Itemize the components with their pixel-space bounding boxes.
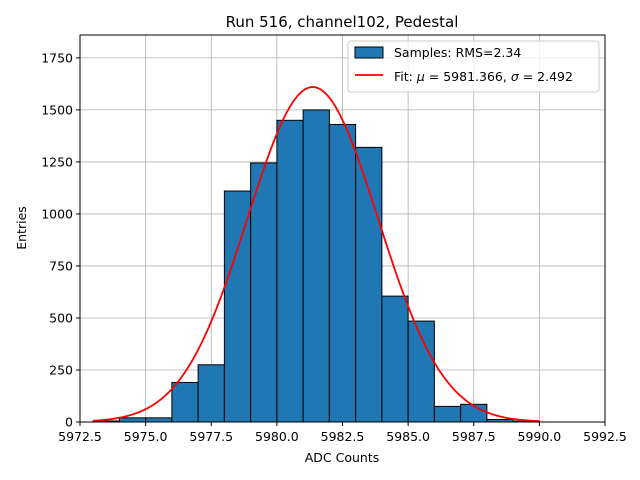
y-axis-ticks: 0 250 500 750 1000 1250 1500 1750 bbox=[41, 50, 80, 430]
legend-fit-mu-value: = 5981.366, bbox=[425, 69, 511, 84]
legend-fit-sigma-value: = 2.492 bbox=[519, 69, 573, 84]
histogram-bar bbox=[302, 109, 330, 423]
legend-samples-label: Samples: RMS=2.34 bbox=[394, 45, 521, 60]
fit-curve-group bbox=[93, 86, 540, 423]
legend: Samples: RMS=2.34 Fit: μ = 5981.366, σ =… bbox=[347, 40, 600, 93]
legend-fit-mu-symbol: μ bbox=[416, 69, 425, 84]
histogram-bar bbox=[355, 146, 383, 423]
x-tick-label: 5987.5 bbox=[452, 429, 496, 444]
x-tick-label: 5992.5 bbox=[583, 429, 627, 444]
x-tick-label: 5977.5 bbox=[189, 429, 233, 444]
histogram-bar bbox=[433, 405, 462, 423]
y-axis-label: Entries bbox=[14, 206, 29, 250]
y-tick-label: 0 bbox=[65, 415, 73, 430]
x-axis-ticks: 5972.5 5975.0 5977.5 5980.0 5982.5 5985.0 5987… bbox=[58, 422, 627, 444]
y-tick-label: 500 bbox=[49, 310, 73, 325]
histogram-bar bbox=[276, 119, 304, 423]
histogram-bar bbox=[328, 123, 357, 423]
legend-box bbox=[347, 40, 600, 93]
y-tick-label: 1000 bbox=[41, 206, 73, 221]
legend-samples-swatch bbox=[354, 46, 384, 59]
y-tick-label: 1750 bbox=[41, 50, 73, 65]
x-tick-label: 5975.0 bbox=[124, 429, 168, 444]
histogram-bar bbox=[197, 364, 225, 423]
histogram-bar bbox=[145, 417, 173, 423]
y-tick-label: 250 bbox=[49, 362, 73, 377]
histogram-bar bbox=[118, 417, 147, 423]
histogram-bar bbox=[171, 381, 199, 423]
y-tick-label: 1500 bbox=[41, 102, 73, 117]
x-axis-label: ADC Counts bbox=[305, 450, 380, 465]
y-tick-label: 750 bbox=[49, 258, 73, 273]
x-tick-label: 5990.0 bbox=[518, 429, 562, 444]
x-tick-label: 5982.5 bbox=[321, 429, 365, 444]
y-tick-label: 1250 bbox=[41, 154, 73, 169]
x-tick-label: 5972.5 bbox=[58, 429, 102, 444]
legend-fit-label: Fit: μ = 5981.366, σ = 2.492 bbox=[394, 69, 573, 84]
histogram-bar bbox=[460, 403, 488, 423]
histogram-bar bbox=[250, 162, 278, 423]
histogram-bar bbox=[381, 295, 409, 423]
x-tick-label: 5980.0 bbox=[255, 429, 299, 444]
histogram-bar bbox=[223, 190, 252, 423]
x-tick-label: 5985.0 bbox=[386, 429, 430, 444]
fit-curve bbox=[93, 86, 540, 423]
legend-fit-prefix: Fit: bbox=[394, 69, 417, 84]
legend-fit-sigma-symbol: σ bbox=[511, 69, 520, 84]
chart-title: Run 516, channel102, Pedestal bbox=[226, 13, 459, 31]
